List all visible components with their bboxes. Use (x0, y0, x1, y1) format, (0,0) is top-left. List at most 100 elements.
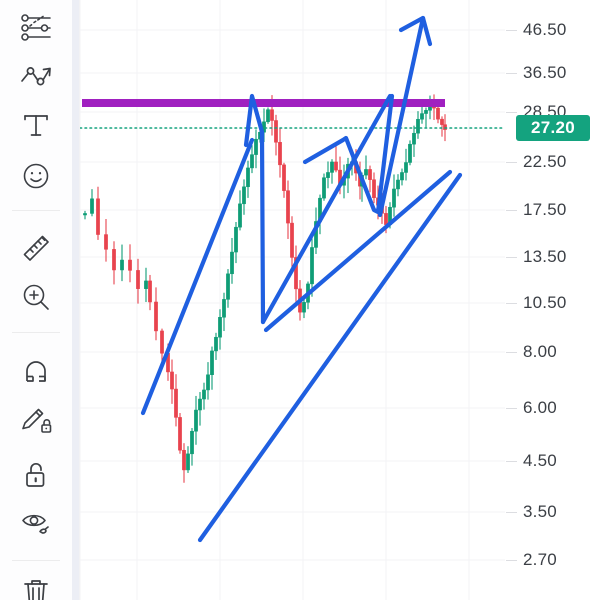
tool-stay-in-drawing-mode[interactable] (0, 396, 72, 444)
candle-body (112, 249, 116, 271)
eye-hide-icon (19, 506, 53, 538)
recovery-leg[interactable] (260, 93, 393, 325)
candle-body (160, 330, 164, 354)
trendline-rally-1[interactable] (140, 137, 255, 416)
axis-tick-label: 6.00 (523, 398, 557, 417)
candle-body (404, 162, 408, 173)
tool-lock-drawings[interactable] (0, 451, 72, 499)
candle-body (104, 234, 108, 250)
support-trendline[interactable] (263, 169, 453, 333)
axis-tick-label: 22.50 (523, 152, 567, 171)
chart-canvas[interactable] (80, 0, 505, 600)
correction-leg[interactable] (259, 129, 266, 325)
user-drawings[interactable] (140, 15, 463, 543)
channel-bottom[interactable] (197, 172, 463, 543)
tool-trend-line[interactable] (0, 52, 72, 100)
price-axis[interactable]: 46.50 36.50 28.50 22.50 17.50 13.50 10.50 8.00 6… (505, 0, 600, 600)
secondary-zigzag[interactable] (302, 93, 395, 215)
candlestick-series (83, 94, 447, 483)
axis-tick-mark (506, 352, 517, 353)
candle-body (322, 177, 326, 199)
candle-body (198, 398, 202, 411)
candle-body (170, 371, 174, 390)
candle-body (294, 257, 298, 290)
axis-tick-label: 10.50 (523, 293, 567, 312)
text-tool-icon (20, 110, 52, 140)
tool-magnet[interactable] (0, 348, 72, 396)
tool-pattern-lines[interactable] (0, 4, 72, 52)
candle-body (396, 179, 400, 190)
tool-remove-drawings[interactable] (0, 566, 72, 600)
candle-body (154, 301, 158, 332)
tool-text[interactable] (0, 101, 72, 149)
candle-body (144, 280, 148, 289)
candle-body (96, 198, 100, 235)
candle-body (202, 389, 206, 400)
candle-body (412, 132, 416, 145)
candle-body (334, 161, 338, 171)
candle-body (384, 213, 388, 225)
candle-body (278, 142, 282, 166)
last-price-badge[interactable]: 27.20 (516, 115, 590, 141)
axis-tick-mark (506, 73, 517, 74)
axis-tick-label: 4.50 (523, 451, 557, 470)
candle-body (330, 161, 334, 173)
candle-body (210, 350, 214, 375)
candle-body (128, 259, 132, 271)
axis-tick-mark (506, 210, 517, 211)
candle-body (230, 251, 234, 275)
tool-measure[interactable] (0, 224, 72, 272)
candle-body (400, 172, 404, 181)
candle-body (250, 154, 254, 169)
candle-body (246, 167, 250, 188)
ruler-icon (19, 231, 53, 265)
axis-tick-label: 3.50 (523, 502, 557, 521)
candle-body (290, 222, 294, 258)
target-arrow-head[interactable] (398, 15, 433, 47)
axis-tick-mark (506, 162, 517, 163)
candle-body (234, 226, 238, 253)
trash-icon (20, 574, 52, 600)
tool-hide-drawings[interactable] (0, 498, 72, 546)
tool-emoji[interactable] (0, 152, 72, 200)
candle-body (214, 336, 218, 352)
candle-body (226, 273, 230, 300)
axis-tick-mark (506, 461, 517, 462)
axis-tick-mark (506, 30, 517, 31)
axis-tick-label: 36.50 (523, 63, 567, 82)
candle-body (190, 430, 194, 455)
candle-body (174, 388, 178, 418)
candle-body (416, 118, 420, 134)
candle-body (83, 213, 87, 216)
candle-body (218, 317, 222, 338)
candle-body (443, 124, 447, 130)
candle-body (242, 186, 246, 205)
emoji-icon (20, 160, 52, 192)
tool-zoom-in[interactable] (0, 273, 72, 321)
magnet-icon (20, 356, 52, 388)
drawing-toolbar (0, 0, 72, 600)
axis-tick-mark (506, 408, 517, 409)
candle-body (424, 110, 428, 114)
axis-tick-mark (506, 303, 517, 304)
candle-body (436, 107, 440, 120)
toolbar-separator (72, 0, 79, 600)
impulse-peak-leg[interactable] (243, 93, 265, 148)
candle-body (182, 449, 186, 471)
candle-body (368, 169, 372, 180)
candle-body (90, 198, 94, 214)
candle-body (266, 109, 270, 123)
axis-tick-mark (506, 257, 517, 258)
candle-body (302, 302, 306, 313)
candle-body (194, 409, 198, 432)
candle-body (310, 247, 314, 285)
candle-body (270, 109, 274, 121)
axis-tick-label: 17.50 (523, 200, 567, 219)
price-chart[interactable] (80, 0, 505, 600)
axis-tick-mark (506, 512, 517, 513)
axis-tick-label: 46.50 (523, 20, 567, 39)
candle-body (392, 188, 396, 208)
target-arrow-shaft[interactable] (377, 15, 426, 218)
candle-body (326, 172, 330, 178)
